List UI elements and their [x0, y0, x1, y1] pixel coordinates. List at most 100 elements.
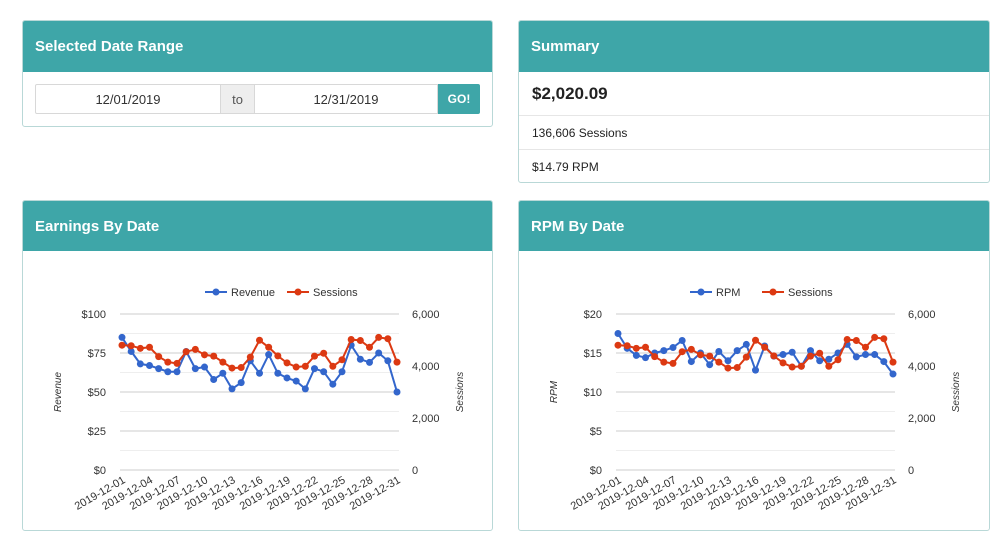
point-sessions — [366, 343, 373, 351]
point-revenue — [320, 368, 328, 376]
point-revenue — [191, 365, 199, 373]
start-date-input[interactable] — [35, 84, 221, 114]
point-sessions — [724, 364, 732, 372]
point-sessions — [642, 343, 649, 351]
point-sessions — [292, 363, 300, 371]
point-sessions — [852, 337, 860, 345]
point-sessions — [375, 333, 383, 341]
date-range-panel: Selected Date Range to GO! — [22, 20, 493, 127]
point-rpm — [871, 351, 879, 359]
point-sessions — [301, 362, 309, 370]
legend-label-sessions: Sessions — [788, 287, 833, 299]
legend-marker-revenue — [212, 288, 220, 296]
y2-tick-label: 6,000 — [412, 309, 440, 321]
y-tick-label: $10 — [584, 387, 602, 399]
point-sessions — [788, 363, 796, 371]
point-rpm — [678, 337, 686, 345]
point-rpm — [706, 361, 714, 369]
point-rpm — [742, 340, 750, 348]
point-sessions — [164, 358, 172, 366]
point-sessions — [393, 358, 401, 366]
legend-marker-rpm — [697, 288, 705, 296]
rpm-by-date-panel: RPM By Date $0 $5 $10 $15 $20 0 2,000 4,000 6,00… — [518, 200, 990, 531]
legend-label-revenue: Revenue — [231, 287, 275, 299]
point-rpm — [788, 348, 796, 356]
point-revenue — [375, 349, 383, 357]
point-sessions — [779, 359, 787, 367]
point-rpm — [669, 344, 677, 352]
point-rpm — [889, 370, 897, 378]
date-range-title: Selected Date Range — [23, 21, 492, 72]
earnings-by-date-panel: Earnings By Date $0 $25 $50 $75 $100 0 2,000 4,… — [22, 200, 493, 531]
point-rpm — [880, 358, 888, 366]
point-sessions — [256, 336, 263, 344]
point-revenue — [265, 351, 273, 359]
y-tick-label: $20 — [584, 309, 602, 321]
point-rpm — [852, 353, 860, 361]
y-tick-label: $15 — [584, 348, 602, 360]
point-sessions — [797, 362, 805, 370]
point-sessions — [614, 341, 622, 349]
point-rpm — [687, 358, 695, 366]
point-sessions — [191, 345, 199, 353]
point-sessions — [834, 356, 842, 364]
point-sessions — [356, 337, 364, 345]
point-revenue — [201, 363, 208, 371]
y2-axis-title: Sessions — [951, 372, 962, 413]
y-tick-label: $0 — [94, 465, 106, 477]
point-revenue — [118, 333, 126, 341]
point-rpm — [779, 351, 787, 359]
point-sessions — [127, 342, 135, 350]
summary-sessions: 136,606 Sessions — [519, 115, 989, 149]
point-revenue — [292, 377, 300, 385]
y2-tick-label: 0 — [412, 465, 418, 477]
point-sessions — [697, 351, 704, 359]
y-tick-label: $0 — [590, 465, 602, 477]
point-sessions — [825, 362, 833, 370]
point-rpm — [825, 355, 833, 363]
point-revenue — [301, 385, 309, 393]
earnings-chart: $0 $25 $50 $75 $100 0 2,000 4,000 6,000 Revenue Se… — [53, 287, 466, 513]
point-revenue — [136, 360, 144, 368]
point-sessions — [219, 358, 227, 366]
point-sessions — [146, 343, 153, 351]
y2-tick-label: 2,000 — [908, 413, 936, 425]
point-rpm — [752, 366, 759, 374]
end-date-input[interactable] — [254, 84, 438, 114]
point-revenue — [329, 380, 337, 388]
point-sessions — [210, 352, 218, 360]
series-line-revenue — [121, 336, 398, 393]
point-sessions — [623, 342, 631, 350]
point-rpm — [642, 354, 649, 362]
point-revenue — [283, 374, 291, 382]
point-sessions — [733, 364, 741, 372]
point-sessions — [669, 359, 677, 367]
summary-panel: Summary $2,020.09 136,606 Sessions $14.7… — [518, 20, 990, 183]
point-revenue — [384, 357, 392, 365]
point-sessions — [228, 364, 236, 372]
point-sessions — [715, 358, 723, 366]
point-sessions — [889, 358, 897, 366]
point-revenue — [338, 368, 346, 376]
point-sessions — [311, 352, 318, 360]
point-sessions — [201, 351, 208, 359]
y2-tick-label: 6,000 — [908, 309, 936, 321]
point-sessions — [651, 353, 659, 361]
point-revenue — [210, 376, 218, 384]
y-tick-label: $50 — [88, 387, 106, 399]
point-revenue — [237, 379, 245, 387]
point-revenue — [164, 368, 172, 376]
point-revenue — [366, 358, 373, 366]
point-sessions — [632, 344, 640, 352]
point-revenue — [393, 388, 401, 396]
point-revenue — [127, 347, 135, 355]
to-label: to — [221, 84, 254, 114]
point-revenue — [274, 369, 282, 377]
y-tick-label: $5 — [590, 426, 602, 438]
go-button[interactable]: GO! — [438, 84, 480, 114]
y2-axis-title: Sessions — [455, 372, 466, 413]
date-range-controls: to GO! — [35, 84, 480, 114]
point-sessions — [862, 343, 869, 351]
legend-marker-sessions — [769, 288, 777, 296]
point-sessions — [761, 343, 769, 351]
